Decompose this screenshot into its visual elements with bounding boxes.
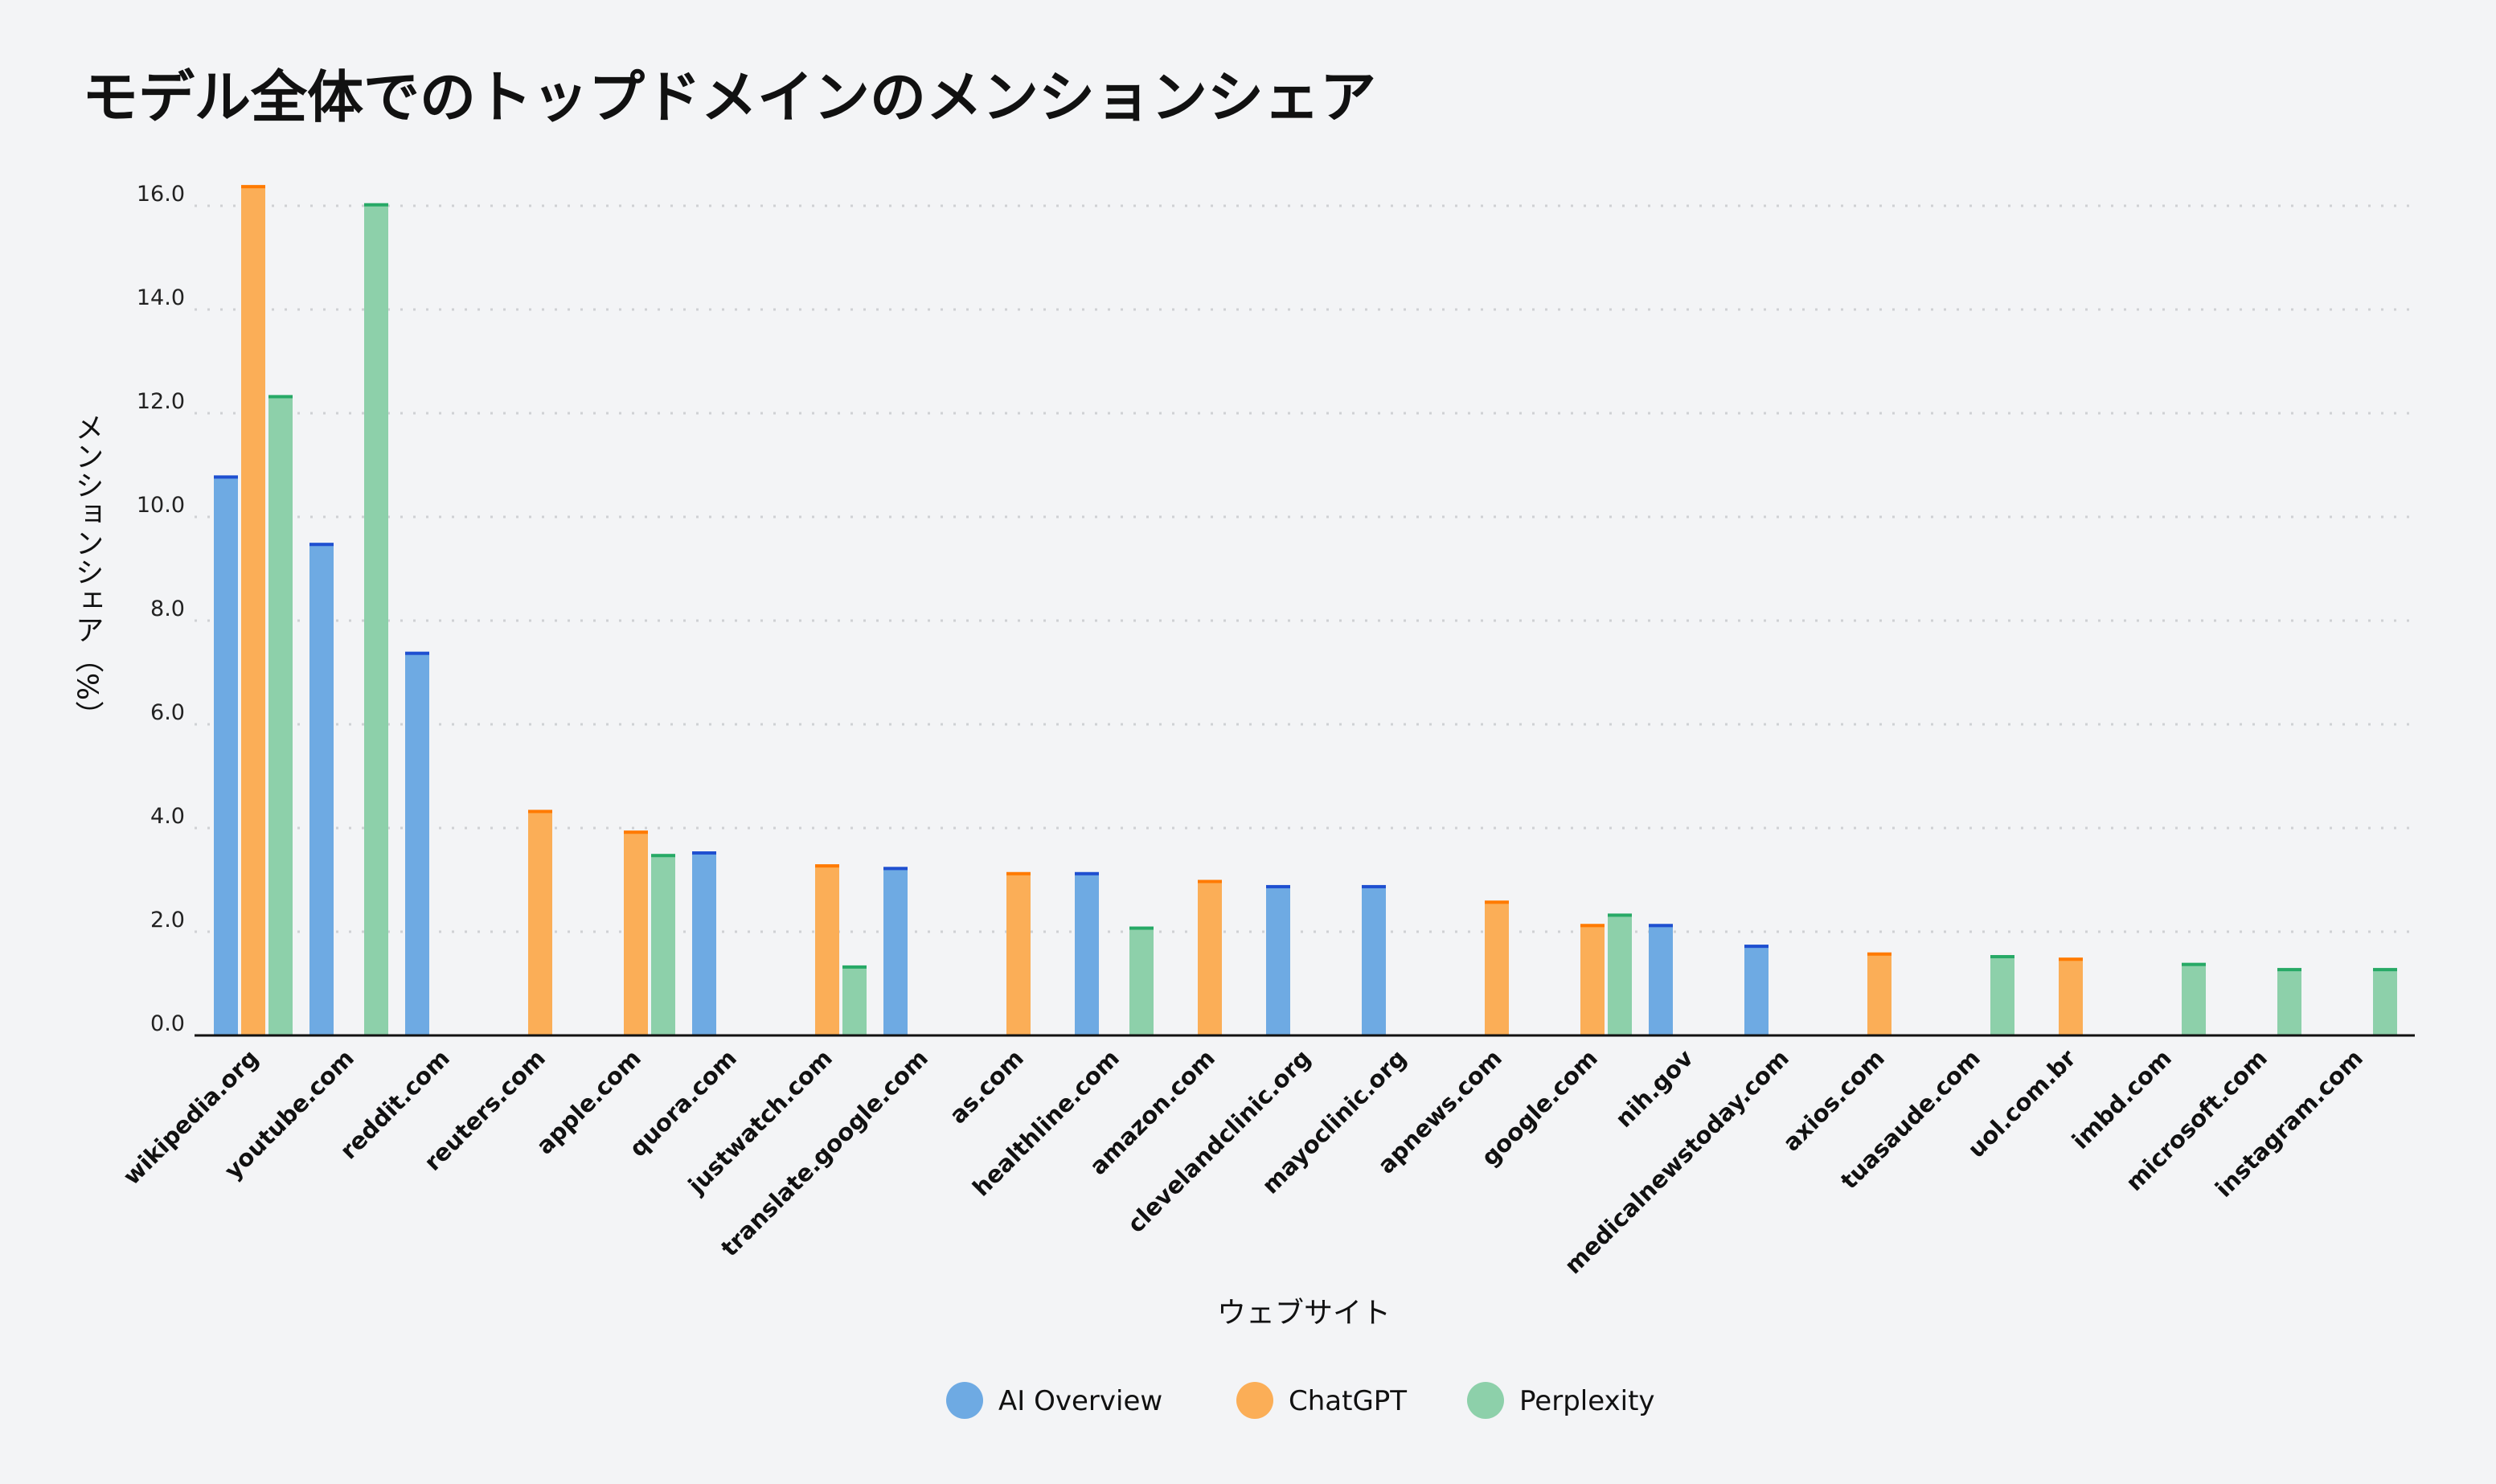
x-tick-label: nih.gov (1610, 1044, 1699, 1133)
y-axis-label: メンションシェア（%） (71, 412, 105, 729)
legend-swatch (946, 1382, 983, 1419)
bar-cap (1485, 900, 1509, 904)
bar-ai-overview-youtube.com (309, 543, 334, 1035)
bar-chatgpt-reuters.com (528, 810, 552, 1035)
bar-perplexity-wikipedia.org (268, 395, 293, 1035)
legend-label: Perplexity (1519, 1385, 1655, 1417)
legend-swatch (1236, 1382, 1273, 1419)
bar-cap (2182, 962, 2206, 966)
bar-cap (214, 475, 238, 479)
bar-ai-overview-clevelandclinic.org (1266, 884, 1290, 1035)
bar-chatgpt-uol.com.br (2059, 957, 2083, 1035)
bar-ai-overview-reddit.com (405, 651, 429, 1035)
bar-cap (842, 965, 867, 969)
bar-cap (1744, 945, 1769, 949)
bar-ai-overview-wikipedia.org (214, 475, 238, 1035)
chart-title: モデル全体でのトップドメインのメンションシェア (82, 64, 1376, 130)
gridlines (195, 204, 2415, 933)
bar-cap (1075, 871, 1099, 875)
bar-cap (2373, 968, 2397, 972)
bar-ai-overview-healthline.com (1075, 871, 1099, 1035)
bar-perplexity-instagram.com (2373, 968, 2397, 1035)
y-tick-label: 0.0 (150, 1011, 185, 1036)
y-tick-label: 2.0 (150, 908, 185, 933)
bar-perplexity-youtube.com (364, 203, 388, 1035)
bar-chatgpt-apple.com (624, 830, 648, 1035)
bar-chatgpt-apnews.com (1485, 900, 1509, 1035)
bar-ai-overview-medicalnewstoday.com (1744, 945, 1769, 1035)
x-tick-label: as.com (944, 1044, 1028, 1129)
bar-cap (692, 851, 716, 855)
bar-cap (1129, 926, 1154, 930)
bar-cap (528, 810, 552, 814)
bar-cap (1867, 952, 1891, 956)
bar-cap (2059, 957, 2083, 961)
bar-cap (1266, 884, 1290, 888)
bar-cap (268, 395, 293, 399)
y-tick-label: 12.0 (137, 389, 185, 414)
bar-cap (309, 543, 334, 547)
y-tick-label: 14.0 (137, 285, 185, 310)
y-tick-label: 16.0 (137, 182, 185, 207)
bar-chatgpt-google.com (1580, 924, 1605, 1035)
bar-chatgpt-as.com (1006, 871, 1031, 1035)
bar-cap (364, 203, 388, 207)
bar-perplexity-microsoft.com (2277, 968, 2301, 1035)
legend-item-chatgpt[interactable]: ChatGPT (1236, 1382, 1407, 1419)
bar-ai-overview-mayoclinic.org (1362, 884, 1386, 1035)
bar-perplexity-google.com (1608, 913, 1632, 1035)
bar-perplexity-tuasaude.com (1990, 955, 2014, 1035)
bar-chatgpt-amazon.com (1198, 879, 1222, 1035)
bar-cap (1580, 924, 1605, 928)
bar-ai-overview-nih.gov (1649, 924, 1673, 1035)
bar-cap (883, 867, 908, 871)
bar-cap (2277, 968, 2301, 972)
bar-cap (405, 651, 429, 655)
x-tick-label: translate.google.com (715, 1044, 933, 1262)
x-axis-label: ウェブサイト (1217, 1297, 1391, 1330)
bar-perplexity-justwatch.com (842, 965, 867, 1035)
bar-cap (624, 830, 648, 834)
bar-ai-overview-quora.com (692, 851, 716, 1035)
y-tick-label: 6.0 (150, 700, 185, 725)
legend: AI Overview ChatGPT Perplexity (946, 1382, 1655, 1419)
bar-chatgpt-axios.com (1867, 952, 1891, 1035)
y-tick-label: 4.0 (150, 804, 185, 829)
bar-chatgpt-wikipedia.org (241, 185, 265, 1036)
bar-cap (1006, 871, 1031, 875)
bar-cap (1649, 924, 1673, 928)
bar-cap (241, 185, 265, 189)
x-axis-labels: wikipedia.orgyoutube.comreddit.comreuter… (117, 1043, 2367, 1279)
y-tick-label: 10.0 (137, 493, 185, 518)
bar-ai-overview-translate.google.com (883, 867, 908, 1035)
legend-label: AI Overview (998, 1385, 1162, 1417)
bar-perplexity-healthline.com (1129, 926, 1154, 1035)
y-tick-label: 8.0 (150, 596, 185, 621)
bar-perplexity-apple.com (651, 854, 675, 1035)
bar-cap (1608, 913, 1632, 917)
legend-item-perplexity[interactable]: Perplexity (1467, 1382, 1655, 1419)
legend-label: ChatGPT (1289, 1385, 1407, 1417)
x-tick-label: clevelandclinic.org (1122, 1044, 1316, 1238)
bar-chatgpt-justwatch.com (815, 864, 839, 1035)
bars (214, 185, 2397, 1036)
bar-cap (815, 864, 839, 868)
legend-swatch (1467, 1382, 1504, 1419)
legend-item-ai-overview[interactable]: AI Overview (946, 1382, 1162, 1419)
bar-perplexity-imbd.com (2182, 962, 2206, 1035)
bar-cap (1362, 884, 1386, 888)
bar-cap (1990, 955, 2014, 959)
y-axis-ticks: 0.0 2.0 4.0 6.0 8.0 10.0 12.0 14.0 16.0 (137, 182, 185, 1036)
bar-cap (651, 854, 675, 858)
bar-cap (1198, 879, 1222, 883)
